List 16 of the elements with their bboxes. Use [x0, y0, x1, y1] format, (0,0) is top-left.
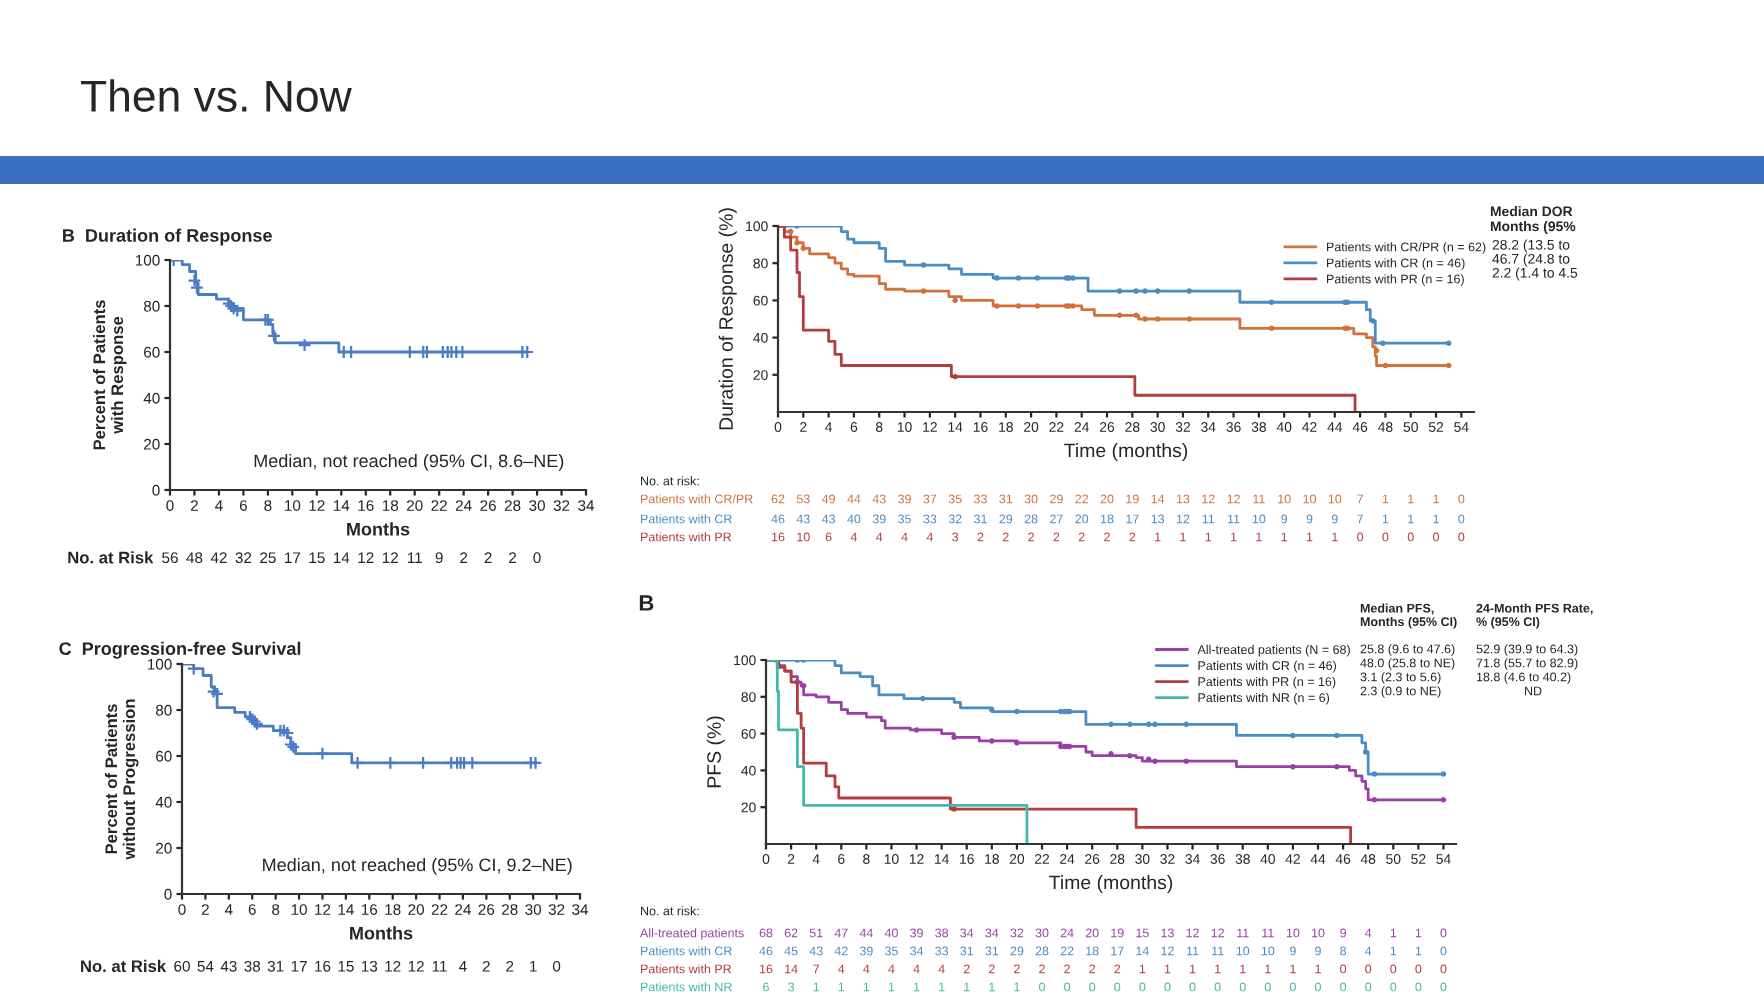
- y-axis-title: Duration of Response (%): [718, 208, 737, 430]
- chart-title: B: [639, 595, 654, 611]
- chart-title: B Duration of Response: [63, 228, 272, 246]
- x-axis-title: Months: [350, 926, 413, 940]
- x-axis-title: Time (months): [1064, 443, 1188, 462]
- annotation: Median, not reached (95% CI, 8.6–NE): [254, 453, 564, 471]
- y-axis-title: PFS (%): [706, 716, 725, 788]
- x-axis-title: Months: [347, 522, 410, 536]
- text: No. at Risk: [81, 959, 167, 973]
- y-axis-title: Percent of Patients without Progression: [104, 699, 139, 860]
- y-axis-title: Percent of Patients with Response: [92, 300, 127, 450]
- chart-title: C Progression-free Survival: [59, 641, 301, 659]
- text: No. at Risk: [68, 551, 154, 564]
- annotation: Median, not reached (95% CI, 9.2–NE): [263, 857, 572, 875]
- text: Then vs. Now: [81, 79, 352, 112]
- x-axis-title: Time (months): [1049, 875, 1173, 894]
